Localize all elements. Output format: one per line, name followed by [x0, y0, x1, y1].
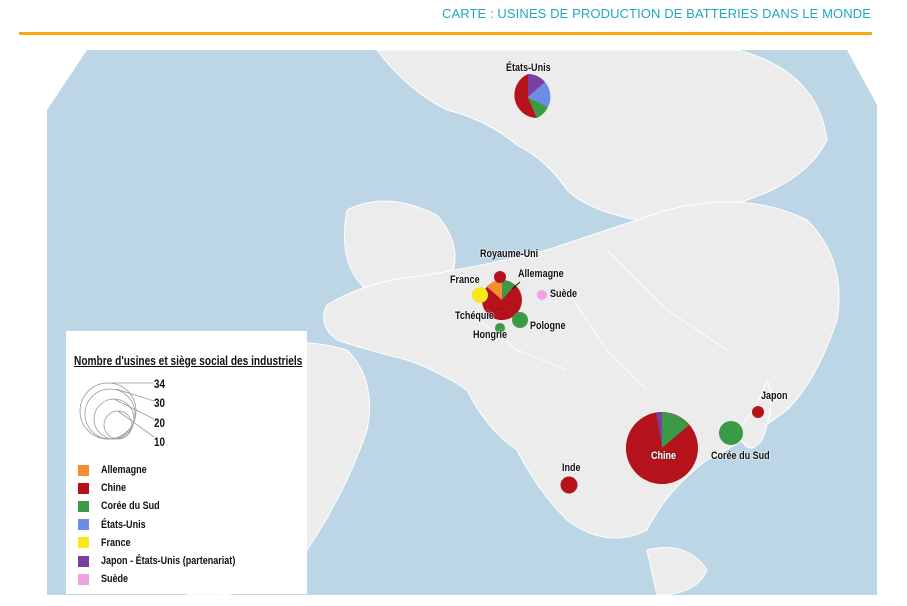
scale-value-10: 10 [154, 435, 165, 449]
label-etats-unis: États-Unis [506, 62, 551, 74]
header-divider [19, 32, 872, 35]
legend-item-france: France [78, 534, 265, 552]
label-france: France [450, 274, 480, 286]
world-map[interactable] [47, 50, 877, 595]
bubble-suede[interactable] [537, 290, 547, 300]
swatch-icon [78, 573, 89, 585]
bubble-france[interactable] [472, 287, 488, 303]
scale-value-20: 20 [154, 416, 165, 430]
swatch-icon [78, 555, 89, 567]
label-royaume-uni: Royaume-Uni [480, 248, 539, 260]
bubble-tchequie[interactable] [494, 308, 506, 320]
label-coree-du-sud: Corée du Sud [711, 450, 770, 462]
legend-item-coree-du-sud: Corée du Sud [78, 497, 265, 515]
legend-item-etats-unis: États-Unis [78, 516, 265, 534]
swatch-icon [78, 482, 89, 494]
legend-item-allemagne: Allemagne [78, 461, 265, 479]
label-allemagne: Allemagne [518, 268, 564, 280]
legend-item-japon-etats-unis: Japon - États-Unis (partenariat) [78, 552, 265, 570]
bubble-japon[interactable] [752, 406, 764, 418]
swatch-icon [78, 464, 89, 476]
legend-item-suede: Suède [78, 570, 265, 588]
pie-chine[interactable] [625, 411, 698, 484]
legend-title: Nombre d'usines et siège social des indu… [74, 353, 303, 368]
bubble-pologne[interactable] [512, 312, 528, 328]
label-chine: Chine [651, 450, 677, 462]
label-suede: Suède [550, 288, 578, 300]
label-inde: Inde [562, 462, 581, 474]
scale-value-30: 30 [154, 396, 165, 410]
label-hongrie: Hongrie [473, 329, 508, 341]
swatch-icon [78, 500, 89, 512]
scale-value-34: 34 [154, 377, 165, 391]
swatch-icon [78, 519, 89, 531]
pie-etats-unis[interactable] [514, 74, 551, 118]
bubble-coree-du-sud[interactable] [719, 421, 743, 445]
page-title: CARTE : USINES DE PRODUCTION DE BATTERIE… [441, 6, 871, 21]
legend-item-chine: Chine [78, 479, 265, 497]
label-pologne: Pologne [530, 320, 566, 332]
label-japon: Japon [761, 390, 788, 402]
label-tchequie: Tchéquie [455, 310, 494, 322]
swatch-icon [78, 537, 89, 549]
bubble-hongrie[interactable] [495, 323, 505, 333]
size-scale-icon [79, 382, 155, 440]
bubble-inde[interactable] [560, 476, 578, 494]
map-legend: Nombre d'usines et siège social des indu… [66, 331, 307, 594]
pie-allemagne[interactable] [481, 280, 522, 320]
bubble-royaume-uni[interactable] [494, 271, 506, 283]
